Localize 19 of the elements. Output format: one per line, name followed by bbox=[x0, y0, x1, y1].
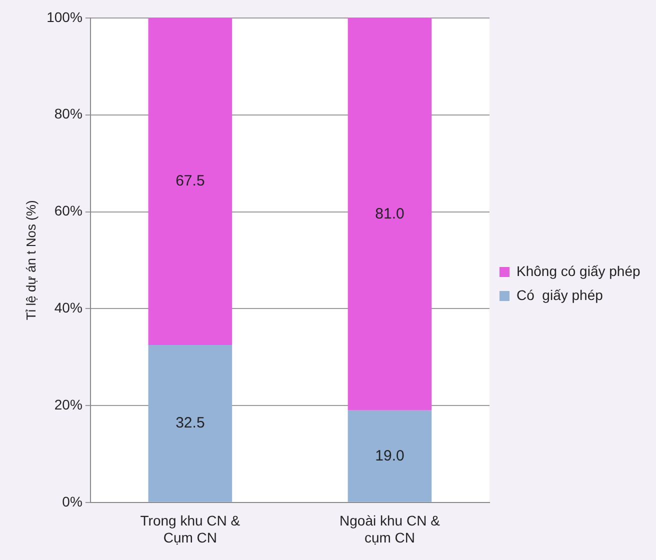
legend-label: Không có giấy phép bbox=[516, 262, 640, 279]
y-tick-label: 40% bbox=[54, 300, 82, 316]
legend-label: Có giấy phép bbox=[516, 286, 604, 303]
bar bbox=[148, 18, 232, 345]
data-label: 67.5 bbox=[176, 172, 205, 190]
bar bbox=[148, 344, 232, 502]
y-tick-label: 0% bbox=[62, 493, 82, 510]
x-tick-label: Ngoài khu CN & cụm CN bbox=[340, 512, 441, 546]
bar bbox=[348, 410, 432, 502]
data-label: 81.0 bbox=[375, 205, 404, 222]
data-label: 19.0 bbox=[375, 447, 404, 464]
y-axis-title: Tỉ lệ dự án t Nos (%) bbox=[23, 200, 38, 320]
x-tick-label: Trong khu CN & Cụm CN bbox=[140, 512, 241, 546]
bar bbox=[348, 18, 432, 410]
y-tick-label: 100% bbox=[46, 8, 82, 25]
y-tick-label: 20% bbox=[54, 396, 82, 412]
y-tick-label: 60% bbox=[54, 202, 82, 219]
y-tick-label: 80% bbox=[54, 106, 82, 122]
data-label: 32.5 bbox=[176, 414, 205, 432]
